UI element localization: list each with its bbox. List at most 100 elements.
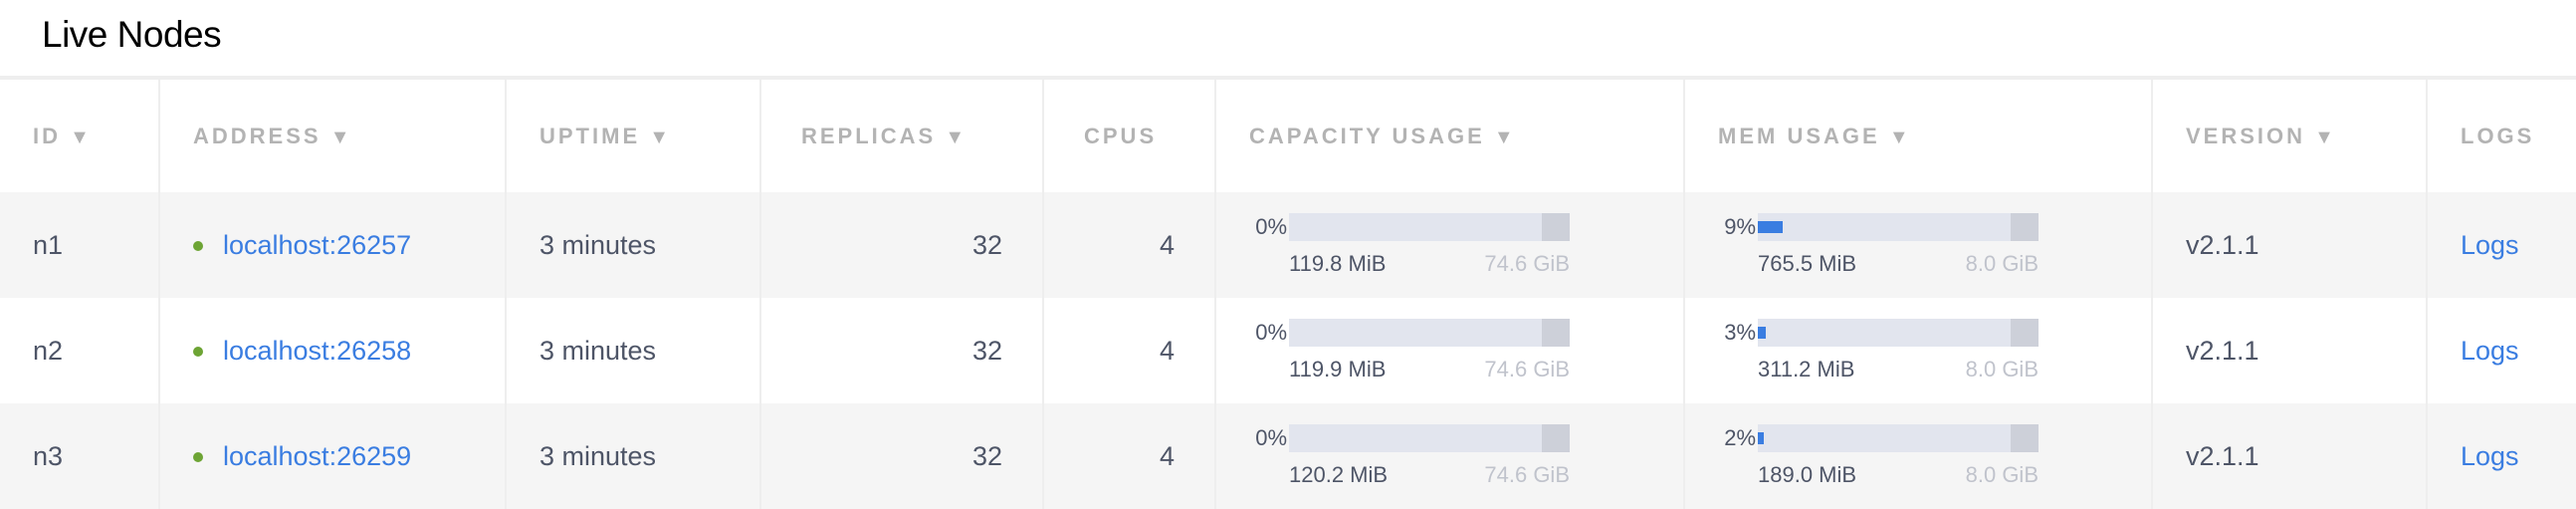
column-header-label: MEM USAGE xyxy=(1718,123,1880,148)
mem-usage-fill xyxy=(1758,327,1767,339)
mem-usage-fill xyxy=(1758,432,1764,444)
capacity-used: 119.8 MiB xyxy=(1289,251,1387,276)
capacity-used: 120.2 MiB xyxy=(1289,462,1389,487)
logs-cell: Logs xyxy=(2426,403,2576,509)
status-live-icon xyxy=(193,347,203,358)
sort-arrow-icon[interactable]: ▼ xyxy=(945,126,966,148)
capacity-percent: 0% xyxy=(1255,214,1287,239)
logs-link[interactable]: Logs xyxy=(2461,229,2519,260)
column-header-id[interactable]: ID ▼ xyxy=(0,80,159,192)
mem-used: 311.2 MiB xyxy=(1758,357,1855,382)
sort-arrow-icon[interactable]: ▼ xyxy=(2314,126,2334,148)
mem-usage-bar xyxy=(1758,213,2039,241)
column-header-mem-usage[interactable]: MEM USAGE ▼ xyxy=(1683,80,2152,192)
table-row: n1 localhost:26257 3 minutes 32 4 0% 119… xyxy=(0,192,2576,298)
sort-arrow-icon[interactable]: ▼ xyxy=(1888,126,1909,148)
column-header-uptime[interactable]: UPTIME ▼ xyxy=(505,80,760,192)
capacity-usage: 0% 119.9 MiB 74.6 GiB xyxy=(1249,319,1683,382)
sort-arrow-icon[interactable]: ▼ xyxy=(70,126,90,148)
node-id: n3 xyxy=(33,440,64,471)
node-uptime: 3 minutes xyxy=(505,192,760,298)
column-header-cpus: CPUS xyxy=(1042,80,1215,192)
capacity-bar-end xyxy=(1542,319,1570,347)
capacity-usage-bar xyxy=(1289,213,1570,241)
column-header-logs: LOGS xyxy=(2426,80,2576,192)
logs-link[interactable]: Logs xyxy=(2461,335,2519,366)
column-header-label: VERSION xyxy=(2186,123,2306,148)
column-header-label: CAPACITY USAGE xyxy=(1249,123,1485,148)
mem-bar-end xyxy=(2011,213,2039,241)
column-header-capacity-usage[interactable]: CAPACITY USAGE ▼ xyxy=(1214,80,1684,192)
sort-arrow-icon[interactable]: ▼ xyxy=(329,126,350,148)
status-live-icon xyxy=(193,241,203,252)
capacity-percent: 0% xyxy=(1255,425,1287,450)
mem-usage-fill xyxy=(1758,221,1784,233)
table-header: ID ▼ ADDRESS ▼ UPTIME ▼ REPLICAS ▼ CPUS CAPAC… xyxy=(0,80,2576,192)
logs-cell: Logs xyxy=(2426,192,2576,298)
node-uptime: 3 minutes xyxy=(505,403,760,509)
node-address-cell: localhost:26257 xyxy=(158,192,506,298)
mem-cell: 3% 311.2 MiB 8.0 GiB xyxy=(1683,298,2152,403)
column-header-replicas[interactable]: REPLICAS ▼ xyxy=(759,80,1043,192)
mem-percent: 9% xyxy=(1724,214,1756,239)
node-address-cell: localhost:26258 xyxy=(158,298,506,403)
node-id: n2 xyxy=(33,335,64,366)
capacity-usage: 0% 120.2 MiB 74.6 GiB xyxy=(1249,424,1683,488)
mem-bar-end xyxy=(2011,424,2039,452)
node-uptime: 3 minutes xyxy=(505,298,760,403)
capacity-total: 74.6 GiB xyxy=(1484,462,1570,487)
table-row: n3 localhost:26259 3 minutes 32 4 0% 120… xyxy=(0,403,2576,509)
node-address-cell: localhost:26259 xyxy=(158,403,506,509)
sort-arrow-icon[interactable]: ▼ xyxy=(1493,126,1514,148)
divider xyxy=(0,76,2576,80)
node-cpus: 4 xyxy=(1042,192,1215,298)
capacity-usage: 0% 119.8 MiB 74.6 GiB xyxy=(1249,213,1683,277)
node-replicas: 32 xyxy=(759,403,1043,509)
column-header-version[interactable]: VERSION ▼ xyxy=(2151,80,2427,192)
capacity-total: 74.6 GiB xyxy=(1484,251,1570,276)
node-replicas: 32 xyxy=(759,298,1043,403)
mem-used: 189.0 MiB xyxy=(1758,462,1857,487)
mem-total: 8.0 GiB xyxy=(1965,357,2039,382)
node-id: n1 xyxy=(33,229,64,260)
node-address-link[interactable]: localhost:26259 xyxy=(223,440,412,471)
node-replicas: 32 xyxy=(759,192,1043,298)
mem-usage: 3% 311.2 MiB 8.0 GiB xyxy=(1718,319,2151,382)
capacity-usage-bar xyxy=(1289,319,1570,347)
mem-percent: 2% xyxy=(1724,425,1756,450)
node-address-link[interactable]: localhost:26258 xyxy=(223,335,412,366)
column-header-label: CPUS xyxy=(1084,123,1158,148)
node-cpus: 4 xyxy=(1042,298,1215,403)
column-header-address[interactable]: ADDRESS ▼ xyxy=(158,80,506,192)
capacity-bar-end xyxy=(1542,424,1570,452)
mem-usage-bar xyxy=(1758,424,2039,452)
node-address-link[interactable]: localhost:26257 xyxy=(223,229,412,260)
column-header-label: UPTIME xyxy=(539,123,641,148)
node-version: v2.1.1 xyxy=(2151,192,2427,298)
sort-arrow-icon[interactable]: ▼ xyxy=(649,126,670,148)
mem-percent: 3% xyxy=(1724,320,1756,345)
logs-link[interactable]: Logs xyxy=(2461,440,2519,471)
mem-usage: 9% 765.5 MiB 8.0 GiB xyxy=(1718,213,2151,277)
capacity-percent: 0% xyxy=(1255,320,1287,345)
capacity-used: 119.9 MiB xyxy=(1289,357,1387,382)
capacity-bar-end xyxy=(1542,213,1570,241)
column-header-label: ID xyxy=(33,123,61,148)
mem-cell: 2% 189.0 MiB 8.0 GiB xyxy=(1683,403,2152,509)
status-live-icon xyxy=(193,452,203,463)
mem-usage-bar xyxy=(1758,319,2039,347)
mem-bar-end xyxy=(2011,319,2039,347)
capacity-cell: 0% 119.9 MiB 74.6 GiB xyxy=(1214,298,1684,403)
capacity-usage-bar xyxy=(1289,424,1570,452)
node-cpus: 4 xyxy=(1042,403,1215,509)
capacity-cell: 0% 120.2 MiB 74.6 GiB xyxy=(1214,403,1684,509)
capacity-total: 74.6 GiB xyxy=(1484,357,1570,382)
mem-total: 8.0 GiB xyxy=(1965,251,2039,276)
column-header-label: REPLICAS xyxy=(801,123,937,148)
node-version: v2.1.1 xyxy=(2151,298,2427,403)
mem-used: 765.5 MiB xyxy=(1758,251,1857,276)
node-version: v2.1.1 xyxy=(2151,403,2427,509)
nodes-table: ID ▼ ADDRESS ▼ UPTIME ▼ REPLICAS ▼ CPUS CAPAC… xyxy=(0,80,2576,509)
mem-total: 8.0 GiB xyxy=(1965,462,2039,487)
column-header-label: LOGS xyxy=(2461,123,2535,148)
